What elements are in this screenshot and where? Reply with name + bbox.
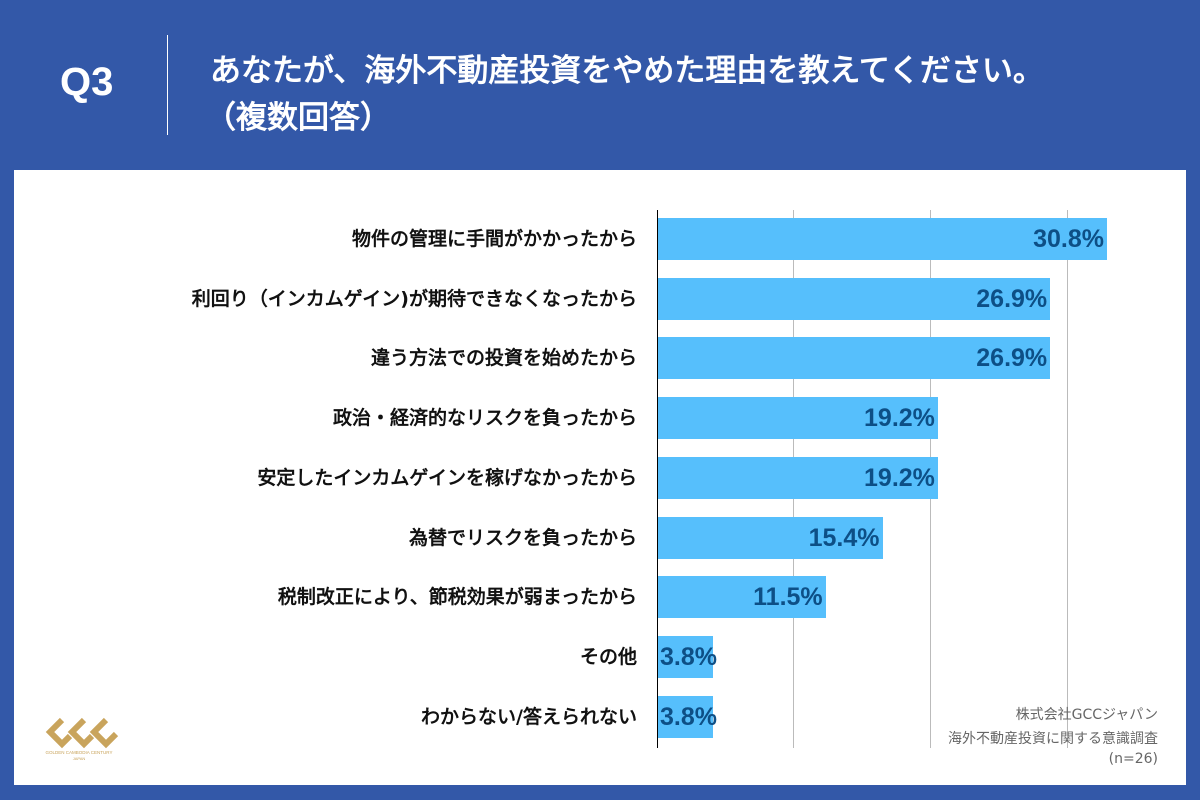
- value-label: 3.8%: [660, 642, 717, 671]
- category-label: その他: [579, 645, 637, 668]
- category-label: わからない/答えられない: [421, 705, 637, 728]
- svg-text:JAPAN: JAPAN: [73, 756, 86, 761]
- category-label: 物件の管理に手間がかかったから: [351, 228, 637, 250]
- bar: [658, 635, 714, 678]
- bar: [658, 695, 714, 738]
- bar: [658, 456, 938, 499]
- bar: [658, 397, 938, 440]
- sample-size: (n=26): [1108, 751, 1158, 767]
- question-title: あなたが、海外不動産投資をやめた理由を教えてください。: [210, 53, 1044, 89]
- gridline: [1067, 210, 1068, 748]
- category-label: 為替でリスクを負ったから: [408, 526, 637, 549]
- category-label: 政治・経済的なリスクを負ったから: [332, 407, 637, 430]
- bar: [658, 277, 1051, 320]
- category-label: 税制改正により、節税効果が弱まったから: [277, 586, 637, 609]
- bar: [658, 516, 883, 559]
- gcc-logo: GOLDEN CAMBODIA CENTURY JAPAN: [46, 717, 119, 761]
- bar: [658, 337, 1051, 380]
- question-number: Q3: [60, 60, 114, 104]
- source-company: 株式会社GCCジャパン: [1015, 707, 1158, 723]
- value-label: 11.5%: [753, 583, 823, 612]
- bar: [658, 576, 826, 619]
- value-label: 15.4%: [808, 523, 880, 552]
- bar: [658, 218, 1107, 260]
- question-subtitle: （複数回答）: [205, 100, 391, 136]
- value-label: 30.8%: [1033, 225, 1104, 253]
- header-divider: [167, 35, 168, 135]
- value-label: 3.8%: [660, 702, 717, 731]
- value-label: 19.2%: [864, 463, 935, 492]
- category-label: 利回り（インカムゲイン)が期待できなくなったから: [191, 287, 637, 310]
- svg-text:GOLDEN CAMBODIA CENTURY: GOLDEN CAMBODIA CENTURY: [46, 750, 113, 755]
- y-axis-line: [657, 210, 658, 748]
- value-label: 26.9%: [976, 344, 1048, 373]
- chart-card: [14, 170, 1186, 785]
- value-label: 26.9%: [976, 284, 1048, 313]
- value-label: 19.2%: [864, 404, 935, 433]
- category-label: 安定したインカムゲインを稼げなかったから: [257, 466, 637, 489]
- category-label: 違う方法での投資を始めたから: [370, 347, 637, 370]
- source-survey: 海外不動産投資に関する意識調査: [948, 731, 1158, 747]
